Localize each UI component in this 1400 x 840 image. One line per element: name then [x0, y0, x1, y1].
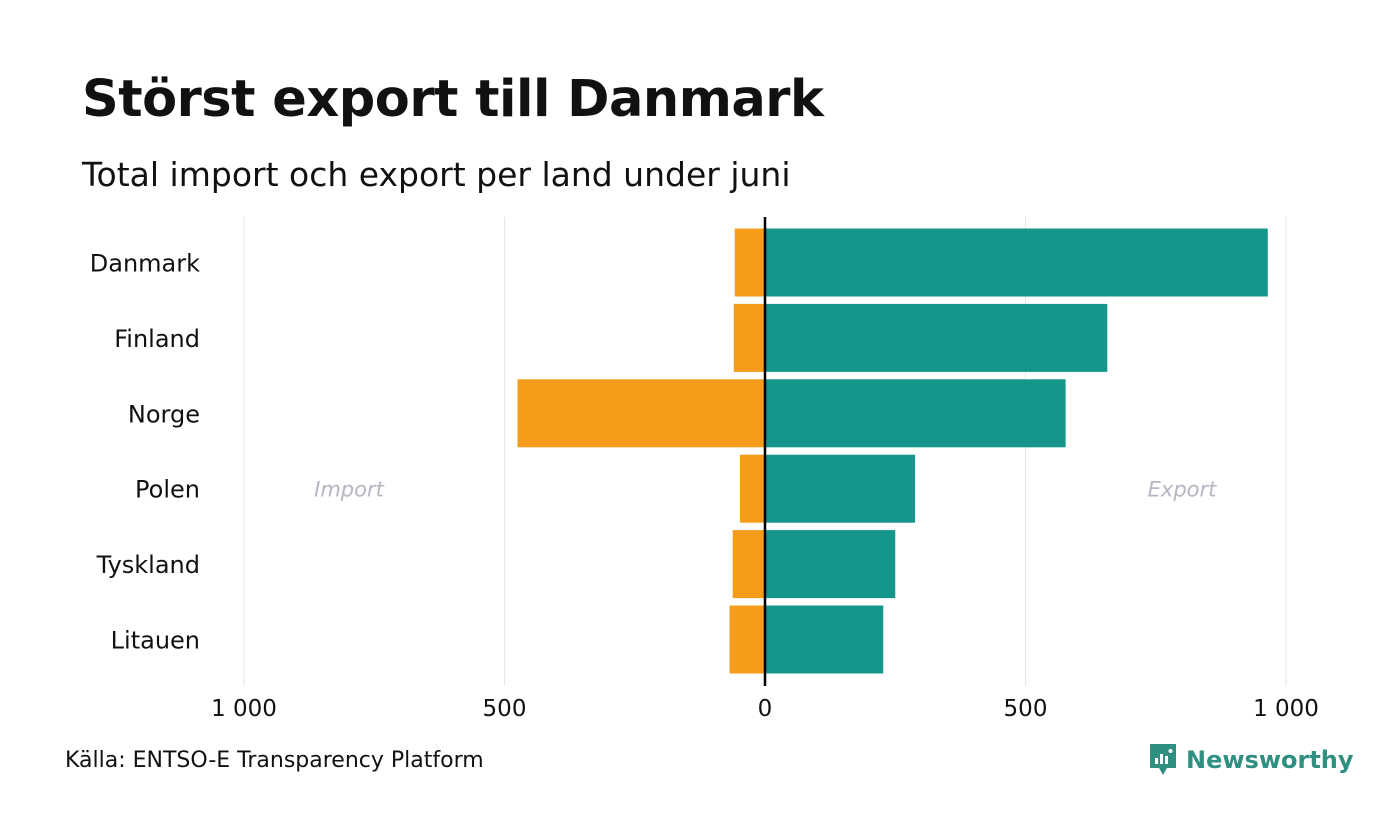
category-label: Litauen	[111, 627, 200, 655]
category-label: Tyskland	[96, 551, 200, 579]
export-bar	[765, 530, 896, 599]
export-bar	[765, 379, 1066, 448]
tick-label: 1 000	[1253, 696, 1319, 722]
brand-logo: Newsworthy	[1148, 742, 1354, 778]
import-bar	[734, 228, 765, 297]
chart-title: Störst export till Danmark	[82, 70, 824, 129]
import-bar	[732, 530, 765, 599]
source-note: Källa: ENTSO-E Transparency Platform	[65, 748, 484, 773]
category-label: Norge	[128, 400, 200, 428]
export-side-label: Export	[1148, 478, 1218, 502]
category-label: Danmark	[90, 250, 200, 278]
export-bar	[765, 605, 884, 674]
import-bar	[739, 454, 765, 523]
tick-label: 0	[758, 696, 773, 722]
diverging-bar-chart: Danmark Finland Norge Polen Tyskland Litauen 1…	[90, 217, 1319, 722]
import-bar	[517, 379, 765, 448]
brand-name: Newsworthy	[1186, 746, 1354, 774]
tick-label: 500	[1004, 696, 1048, 722]
chart-subtitle: Total import och export per land under j…	[82, 155, 791, 194]
export-bar	[765, 454, 916, 523]
import-bar	[729, 605, 765, 674]
category-label: Finland	[114, 325, 200, 353]
newsworthy-logo-icon	[1150, 744, 1176, 775]
export-bar	[765, 303, 1108, 372]
import-side-label: Import	[314, 478, 384, 502]
import-bar	[733, 303, 765, 372]
tick-label: 1 000	[211, 696, 277, 722]
category-label: Polen	[135, 476, 200, 504]
tick-label: 500	[483, 696, 527, 722]
export-bar	[765, 228, 1268, 297]
